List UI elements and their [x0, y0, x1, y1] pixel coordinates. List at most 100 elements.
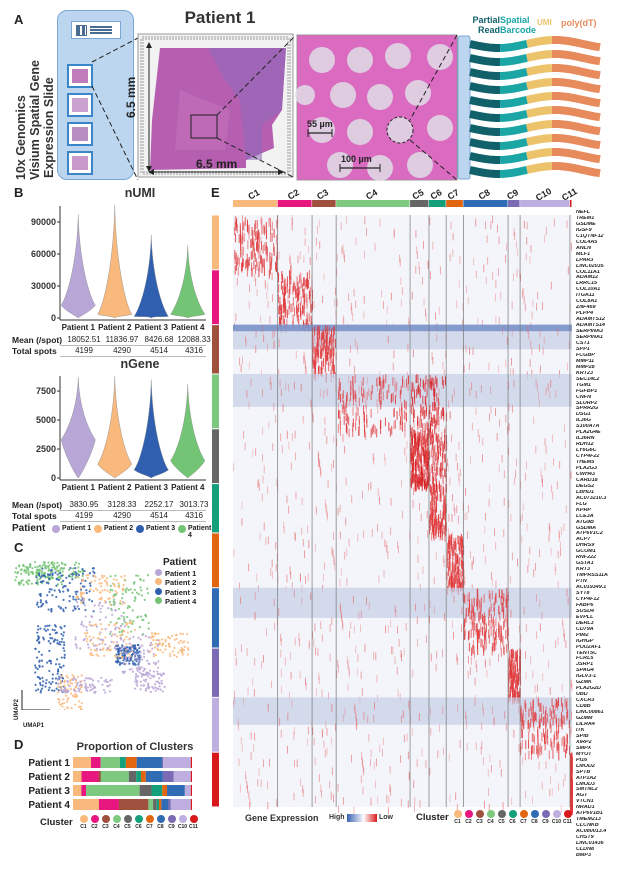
umap-point [92, 679, 95, 682]
umap-point [40, 653, 43, 656]
bar-segment-c7 [162, 785, 168, 796]
heatmap-cell [425, 466, 427, 476]
heatmap-cell [478, 629, 480, 639]
umap-point [71, 682, 74, 685]
heatmap-cell [477, 429, 479, 437]
heatmap-cell [306, 738, 308, 746]
heatmap-cell [248, 791, 250, 800]
heatmap-cell [348, 398, 350, 407]
heatmap-cell [405, 401, 407, 411]
heatmap-cell [512, 674, 514, 683]
umap-point [125, 587, 128, 590]
heatmap-cell [537, 391, 539, 400]
heatmap-cell [439, 529, 441, 539]
umap-point [97, 636, 100, 640]
heatmap-cell [473, 628, 475, 638]
oligo-segment [526, 162, 553, 174]
umap-point [161, 690, 164, 693]
heatmap-cell [280, 388, 282, 397]
heatmap-cell [447, 559, 449, 568]
umap-point [17, 581, 20, 584]
heatmap-cell [412, 669, 414, 678]
heatmap-cell [360, 671, 362, 680]
umap-point [70, 692, 73, 695]
heatmap-cell [391, 393, 393, 403]
heatmap-cell [316, 237, 317, 246]
heatmap-cell [532, 744, 534, 754]
heatmap-cell [284, 302, 286, 312]
heatmap-cell [444, 435, 446, 444]
umap-point [146, 671, 149, 674]
heatmap-cell [304, 293, 306, 303]
umap-point [140, 658, 144, 661]
umap-point [128, 650, 131, 653]
heatmap-cell [472, 347, 474, 356]
umap-point [119, 636, 122, 640]
umap-point [111, 613, 114, 616]
heatmap-cell [423, 457, 425, 467]
heatmap-cell [480, 627, 482, 635]
heatmap-cell [471, 382, 473, 391]
heatmap-cell [309, 294, 311, 303]
umap-point [48, 588, 51, 591]
heatmap-cell [286, 495, 288, 504]
umap-point [71, 578, 74, 581]
heatmap-cell [525, 790, 527, 799]
heatmap-cell [420, 446, 422, 456]
heatmap-cell [421, 407, 423, 416]
heatmap-cell [278, 284, 280, 293]
umap-point [104, 643, 107, 646]
umap-point [121, 656, 124, 659]
heatmap-cell [384, 457, 386, 466]
heatmap-cell [278, 273, 280, 283]
heatmap-cell [337, 783, 339, 792]
heatmap-cell [282, 315, 284, 325]
heatmap-cell [422, 443, 424, 453]
heatmap-cell [508, 423, 510, 431]
heatmap-cell [480, 610, 482, 620]
heatmap-cell [539, 702, 541, 712]
heatmap-cell [302, 289, 304, 298]
umap-point [171, 650, 175, 653]
heatmap-cell [297, 281, 299, 291]
heatmap-cell [513, 690, 515, 699]
heatmap-cell [245, 335, 247, 343]
heatmap-cell [488, 590, 490, 599]
heatmap-cell [427, 422, 429, 432]
cluster-legend-label: C1 [454, 819, 461, 825]
heatmap-cell [435, 452, 437, 461]
heatmap-cell [529, 359, 531, 367]
umap-point [138, 668, 141, 671]
umap-point [103, 588, 107, 591]
heatmap-cell [251, 226, 253, 236]
heatmap-cell [469, 347, 471, 355]
heatmap-cell [423, 446, 425, 456]
heatmap-cell [333, 794, 335, 803]
heatmap-cell [253, 247, 255, 257]
umap-point [78, 700, 81, 703]
heatmap-cell [544, 438, 546, 446]
umap-point [179, 649, 182, 652]
heatmap-cell [418, 261, 420, 270]
gene-label: ZNF469 [576, 305, 596, 311]
heatmap-cell [456, 653, 458, 662]
heatmap-cell [561, 697, 563, 707]
heatmap-cell [411, 427, 413, 436]
heatmap-cell [416, 448, 418, 457]
heatmap-cell [430, 727, 432, 736]
violin-patient-3 [133, 379, 169, 479]
heatmap-cell [342, 620, 343, 628]
heatmap-cell [466, 285, 468, 294]
umap-point [37, 605, 40, 608]
umap-point [41, 665, 44, 668]
umap-point [145, 687, 148, 691]
umap-point [113, 584, 116, 587]
umap-legend-item: Patient 4 [155, 597, 196, 607]
heatmap-cell [459, 573, 461, 583]
umap-point [29, 565, 32, 568]
heatmap-cell [501, 454, 503, 463]
umap-point [85, 591, 88, 595]
heatmap-cell [433, 387, 435, 397]
umap-point [104, 636, 107, 639]
umap-point [117, 585, 120, 588]
